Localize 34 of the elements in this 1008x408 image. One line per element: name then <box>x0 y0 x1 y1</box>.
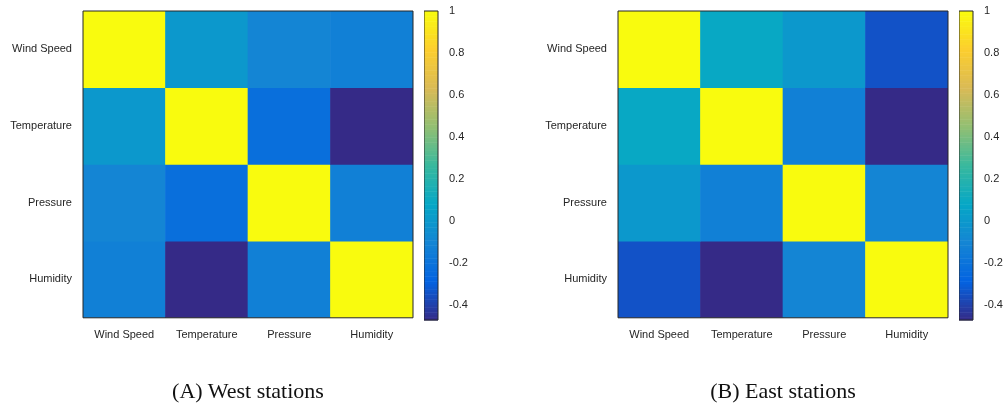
color-bar-label: 0.2 <box>449 172 465 185</box>
x-tick-label: Pressure <box>267 328 312 341</box>
y-tick-label: Wind Speed <box>547 42 607 55</box>
color-bar-label: 0.2 <box>984 172 1000 185</box>
text: (A) West stations <box>171 378 325 404</box>
text: (B) East stations <box>709 378 857 404</box>
color-bar-label: 1 <box>449 4 456 17</box>
y-tick-label: Humidity <box>29 272 73 285</box>
color-bar-label: 0.8 <box>984 46 1000 59</box>
x-tick-label: Wind Speed <box>629 328 690 341</box>
y-tick-label: Temperature <box>545 119 607 132</box>
color-bar-label: 0.8 <box>449 46 465 59</box>
color-bar-label: -0.4 <box>984 298 1003 311</box>
y-tick-label: Pressure <box>27 195 72 208</box>
x-tick-label: Pressure <box>802 328 847 341</box>
color-bar-label: -0.2 <box>449 256 468 269</box>
color-bar-label: 0.4 <box>449 130 465 143</box>
color-bar-label: 0.6 <box>984 88 1000 101</box>
color-bar-label: 0 <box>984 214 991 227</box>
color-bar-label: -0.2 <box>984 256 1003 269</box>
color-bar-label: 0.6 <box>449 88 465 101</box>
x-tick-label: Temperature <box>710 328 773 341</box>
y-tick-label: Wind Speed <box>12 42 72 55</box>
x-tick-label: Humidity <box>885 328 929 341</box>
x-tick-label: Temperature <box>175 328 238 341</box>
x-tick-label: Wind Speed <box>94 328 155 341</box>
color-bar-label: 1 <box>984 4 991 17</box>
color-bar-label: 0 <box>449 214 456 227</box>
color-bar-label: 0.4 <box>984 130 1000 143</box>
y-tick-label: Humidity <box>564 272 608 285</box>
x-tick-label: Humidity <box>350 328 394 341</box>
color-bar-label: -0.4 <box>449 298 468 311</box>
y-tick-label: Pressure <box>562 195 607 208</box>
y-tick-label: Temperature <box>10 119 72 132</box>
